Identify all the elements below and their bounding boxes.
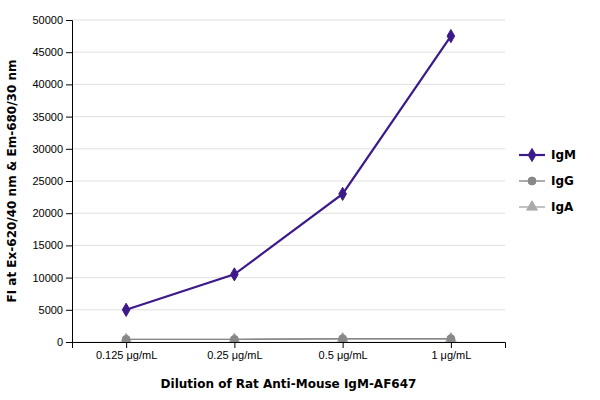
series — [122, 335, 455, 342]
line — [126, 338, 451, 340]
legend-item: IgA — [519, 200, 574, 214]
grid-line — [72, 84, 505, 85]
tick-mark — [66, 213, 72, 214]
legend-label: IgM — [551, 148, 576, 162]
series — [121, 333, 456, 342]
grid-line — [72, 20, 505, 21]
marker — [122, 303, 130, 316]
legend-item: IgG — [519, 174, 574, 188]
tick: 0 — [57, 336, 72, 348]
marker — [447, 30, 455, 43]
tick-mark — [451, 342, 452, 348]
tick: 40000 — [32, 78, 72, 90]
tick: 35000 — [32, 111, 72, 123]
axis-line — [66, 21, 73, 343]
y-axis-title: FI at Ex-620/40 nm & Em-680/30 nm — [5, 60, 19, 303]
tick-label: 0 — [57, 336, 63, 348]
tick: 5000 — [39, 304, 72, 316]
tick-label: 10000 — [32, 272, 63, 284]
tick-label: 30000 — [32, 143, 63, 155]
tick-mark — [66, 149, 72, 150]
grid-line — [72, 309, 505, 310]
tick-mark — [66, 278, 72, 279]
tick-label: 5000 — [39, 304, 63, 316]
tick-mark — [66, 84, 72, 85]
tick: 50000 — [32, 14, 72, 26]
series — [122, 30, 454, 317]
marks — [121, 30, 456, 342]
tick-mark — [66, 245, 72, 246]
grid-line — [72, 181, 505, 182]
marker — [337, 333, 348, 342]
tick: 0.25 μg/mL — [207, 342, 262, 361]
tick-label: 0.25 μg/mL — [207, 349, 262, 361]
plot: 0.125 μg/mL 0.25 μg/mL 0.5 μg/mL 1 μg/mL 0 50… — [32, 14, 505, 361]
legend-item: IgM — [519, 148, 576, 162]
tick-label: 40000 — [32, 78, 63, 90]
tick-label: 25000 — [32, 175, 63, 187]
marker — [231, 268, 239, 281]
legend-marker — [527, 201, 538, 210]
marker — [446, 333, 457, 342]
y-axis: 0 5000 10000 15000 20000 25000 30000 35000 40000… — [32, 14, 72, 348]
tick-mark — [66, 310, 72, 311]
axis-line — [73, 343, 506, 349]
chart: 0.125 μg/mL 0.25 μg/mL 0.5 μg/mL 1 μg/mL 0 50… — [0, 0, 600, 400]
tick: 10000 — [32, 272, 72, 284]
marker — [447, 335, 455, 342]
legend-marker — [528, 177, 536, 185]
marker — [229, 333, 240, 342]
line — [126, 36, 451, 310]
tick: 15000 — [32, 239, 72, 251]
tick-mark — [66, 20, 72, 21]
legend-label: IgG — [551, 174, 574, 188]
legend: IgM IgG IgA — [519, 148, 576, 214]
line — [126, 338, 451, 340]
legend-marker — [528, 148, 536, 161]
tick-label: 45000 — [32, 46, 63, 58]
marker — [339, 187, 347, 200]
tick-label: 50000 — [32, 14, 63, 26]
tick-mark — [66, 52, 72, 53]
tick: 0.5 μg/mL — [319, 342, 368, 361]
grid-line — [72, 213, 505, 214]
tick-mark — [66, 342, 72, 343]
marker — [230, 335, 238, 342]
tick-label: 1 μg/mL — [431, 349, 471, 361]
tick-mark — [234, 342, 235, 348]
tick-label: 0.125 μg/mL — [96, 349, 157, 361]
tick-label: 15000 — [32, 239, 63, 251]
tick-mark — [66, 117, 72, 118]
marker — [121, 333, 132, 342]
x-axis-title: Dilution of Rat Anti-Mouse IgM-AF647 — [161, 377, 417, 391]
tick-mark — [66, 181, 72, 182]
tick: 1 μg/mL — [431, 342, 471, 361]
tick-label: 20000 — [32, 207, 63, 219]
legend-label: IgA — [551, 200, 574, 214]
marker — [339, 335, 347, 342]
grid-line — [72, 277, 505, 278]
tick: 45000 — [32, 46, 72, 58]
grid-line — [72, 148, 505, 149]
tick: 25000 — [32, 175, 72, 187]
tick: 30000 — [32, 143, 72, 155]
grid — [72, 20, 505, 342]
grid-line — [72, 245, 505, 246]
tick-label: 0.5 μg/mL — [319, 349, 368, 361]
tick: 0.125 μg/mL — [96, 342, 157, 361]
x-axis: 0.125 μg/mL 0.25 μg/mL 0.5 μg/mL 1 μg/mL — [73, 342, 506, 361]
tick-label: 35000 — [32, 111, 63, 123]
tick: 20000 — [32, 207, 72, 219]
tick-mark — [126, 342, 127, 348]
grid-line — [72, 116, 505, 117]
tick-mark — [343, 342, 344, 348]
marker — [122, 335, 130, 342]
